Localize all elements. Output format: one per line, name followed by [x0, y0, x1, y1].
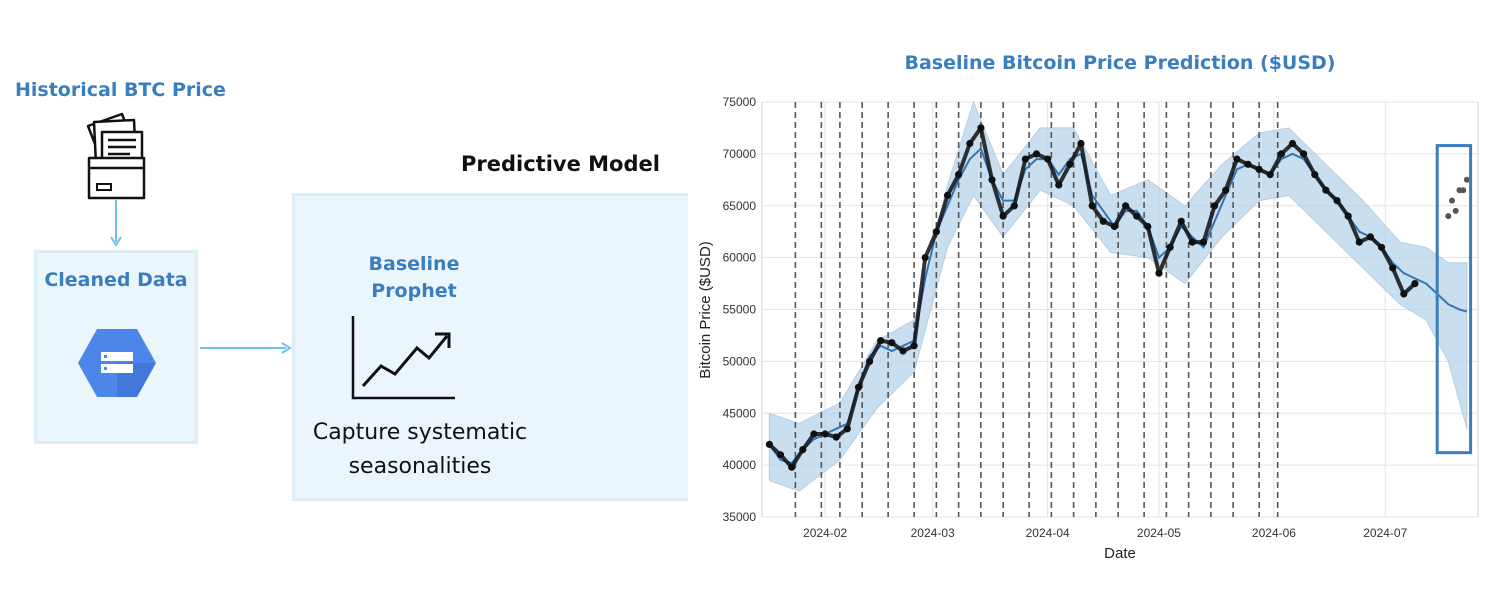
- x-tick-labels: 2024-02 2024-03 2024-04 2024-05 2024-06 2024-…: [803, 526, 1408, 540]
- forecast-highlight-box: [1435, 144, 1473, 455]
- y-tick-label: 40000: [723, 458, 757, 472]
- source-title: Historical BTC Price: [15, 79, 226, 101]
- changepoint-layer: [794, 102, 1279, 517]
- actual-points-layer: [765, 124, 1470, 471]
- model-description-line2: seasonalities: [348, 454, 492, 479]
- x-tick-label: 2024-04: [1026, 526, 1070, 540]
- holdout-point: [1452, 207, 1459, 214]
- predictive-model-box: Baseline Prophet Capture systematic seas…: [292, 193, 688, 501]
- holdout-point: [1463, 176, 1470, 183]
- actual-trace: [768, 125, 1417, 470]
- files-folder-icon: [86, 112, 146, 200]
- holdout-point: [1445, 213, 1452, 220]
- y-tick-label: 65000: [723, 199, 757, 213]
- predictive-model-label: Predictive Model: [461, 152, 660, 176]
- cleaned-data-box: Cleaned Data: [34, 250, 198, 444]
- y-axis-label: Bitcoin Price ($USD): [697, 241, 714, 379]
- x-tick-label: 2024-07: [1363, 526, 1407, 540]
- cleaned-data-title: Cleaned Data: [44, 269, 188, 291]
- y-tick-label: 60000: [723, 251, 757, 265]
- x-tick-label: 2024-05: [1137, 526, 1181, 540]
- trend-chart-icon: [351, 316, 455, 400]
- x-tick-label: 2024-02: [803, 526, 847, 540]
- y-tick-label: 45000: [723, 406, 757, 420]
- chart-title: Baseline Bitcoin Price Prediction ($USD): [904, 52, 1336, 74]
- x-tick-label: 2024-03: [911, 526, 955, 540]
- arrow-right-icon: [200, 342, 292, 354]
- model-name-line2: Prophet: [371, 280, 457, 302]
- y-tick-label: 70000: [723, 147, 757, 161]
- prediction-chart: 35000 40000 45000 50000 55000 60000 65000 70000…: [697, 95, 1479, 562]
- x-axis-label: Date: [1104, 545, 1136, 562]
- model-description: Capture systematic seasonalities: [295, 416, 545, 484]
- holdout-point: [1460, 187, 1467, 194]
- y-tick-label: 35000: [723, 510, 757, 524]
- holdout-point: [1449, 197, 1455, 204]
- y-tick-labels: 35000 40000 45000 50000 55000 60000 65000 70000…: [723, 95, 757, 524]
- bigquery-db-icon: [78, 329, 156, 397]
- y-tick-label: 75000: [723, 95, 757, 109]
- y-tick-label: 50000: [723, 354, 757, 368]
- annotation-layer: [1435, 144, 1473, 455]
- y-tick-label: 55000: [723, 303, 757, 317]
- model-description-line1: Capture systematic: [312, 420, 528, 445]
- model-name: Baseline Prophet: [335, 251, 493, 305]
- model-name-line1: Baseline: [368, 253, 460, 275]
- arrow-down-icon: [110, 200, 122, 247]
- x-tick-label: 2024-06: [1252, 526, 1296, 540]
